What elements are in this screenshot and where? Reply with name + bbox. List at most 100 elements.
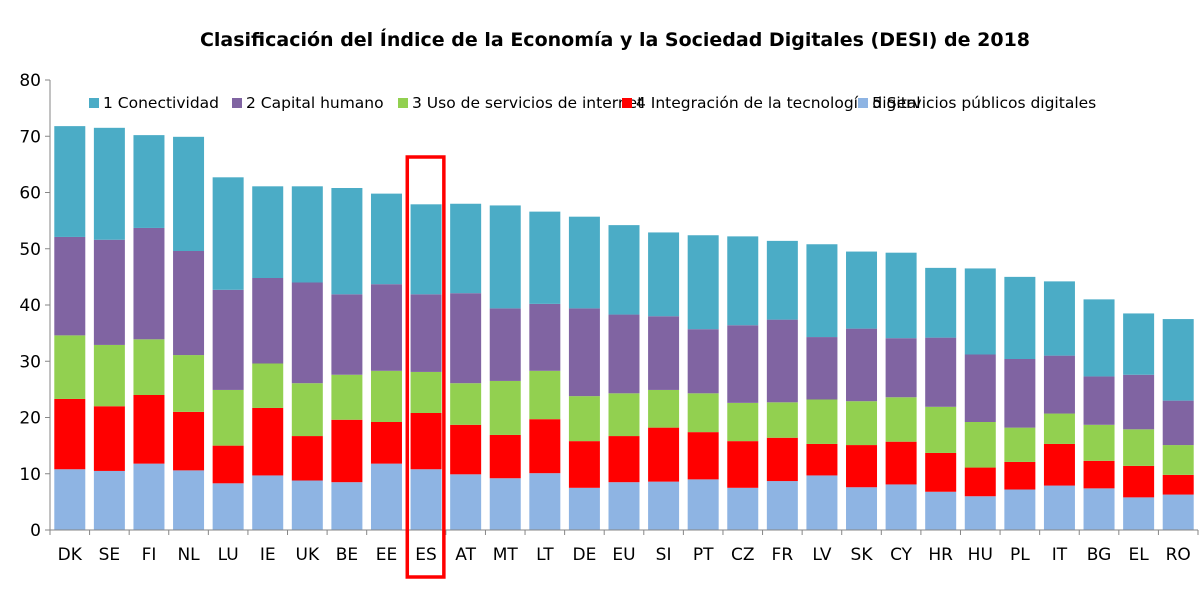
bar-segment xyxy=(212,389,244,446)
bar-segment xyxy=(568,441,600,488)
x-tick-label: HU xyxy=(968,545,993,565)
bar-segment xyxy=(331,482,363,530)
bar-segment xyxy=(1004,276,1036,359)
bar-segment xyxy=(846,251,878,329)
bar-segment xyxy=(93,470,125,530)
bar-segment xyxy=(766,481,798,530)
bar-segment xyxy=(806,399,838,444)
bar-segment xyxy=(727,325,759,403)
bar-segment xyxy=(964,467,996,497)
bar-segment xyxy=(370,193,402,285)
bar-segment xyxy=(489,478,521,530)
bar-segment xyxy=(370,284,402,371)
bar-segment xyxy=(1162,319,1194,401)
bar-segment xyxy=(291,383,323,437)
bar-segment xyxy=(1004,359,1036,428)
bar-segment xyxy=(687,432,719,480)
bar-segment xyxy=(133,135,165,228)
bar-segment xyxy=(173,251,205,356)
highlight-box xyxy=(405,155,446,579)
y-tick-label: 20 xyxy=(19,409,41,429)
bar-segment xyxy=(608,393,640,437)
bar-segment xyxy=(766,402,798,438)
legend-swatch xyxy=(858,98,868,108)
legend-swatch xyxy=(89,98,99,108)
bar-segment xyxy=(1083,376,1115,425)
bar-segment xyxy=(489,308,521,381)
x-tick-label: FR xyxy=(772,545,794,565)
bar-segment xyxy=(133,339,165,395)
bar-segment xyxy=(212,289,244,390)
bar-segment xyxy=(489,380,521,435)
bar-segment xyxy=(331,294,363,375)
bar-segment xyxy=(925,491,957,530)
bar-segment xyxy=(450,203,482,294)
highlight xyxy=(405,155,446,579)
bar-segment xyxy=(687,479,719,530)
bar-segment xyxy=(806,475,838,530)
bar-segment xyxy=(648,316,680,390)
y-tick-label: 0 xyxy=(30,521,41,541)
bar-segment xyxy=(252,278,284,364)
bar-segment xyxy=(964,496,996,530)
bar-segment xyxy=(568,396,600,442)
x-tick-label: BG xyxy=(1087,545,1112,565)
bar-segment xyxy=(410,413,442,470)
bar-segment xyxy=(54,126,86,237)
bar-segment xyxy=(1162,445,1194,475)
bar-segment xyxy=(370,370,402,422)
bar-segment xyxy=(212,483,244,530)
bar-segment xyxy=(648,427,680,482)
legend-swatch xyxy=(232,98,242,108)
bar-segment xyxy=(964,268,996,355)
legend: 1 Conectividad 2 Capital humano 3 Uso de s… xyxy=(89,94,1096,112)
bar-segment xyxy=(1123,429,1155,466)
bar-segment xyxy=(489,205,521,309)
x-tick-label: DK xyxy=(58,545,83,565)
bar-segment xyxy=(252,407,284,476)
bar-segment xyxy=(766,319,798,403)
bar-segment xyxy=(450,293,482,384)
x-tick-label: UK xyxy=(296,545,320,565)
bar-segment xyxy=(370,463,402,530)
bar-segment xyxy=(885,441,917,485)
bar-segment xyxy=(1043,355,1075,414)
bar-segment xyxy=(1043,443,1075,486)
bar-segment xyxy=(133,463,165,530)
bar-segment xyxy=(1123,497,1155,530)
x-tick-label: EU xyxy=(612,545,635,565)
bar-segment xyxy=(608,482,640,530)
bar-segment xyxy=(93,344,125,407)
bar-segment xyxy=(964,422,996,468)
bar-segment xyxy=(885,484,917,530)
x-tick-label: ES xyxy=(415,545,437,565)
bar-segment xyxy=(173,411,205,471)
bar-segment xyxy=(173,355,205,412)
x-tick-label: DE xyxy=(572,545,596,565)
bar-segment xyxy=(608,225,640,315)
x-tick-label: FI xyxy=(142,545,157,565)
bar-segment xyxy=(806,337,838,400)
x-tick-label: PT xyxy=(693,545,714,565)
x-tick-label: AT xyxy=(455,545,476,565)
legend-label: 5 Servicios públicos digitales xyxy=(872,94,1096,112)
y-axis: 0 10 20 30 40 50 60 70 80 xyxy=(19,71,51,541)
bar-segment xyxy=(173,136,205,251)
bar-segment xyxy=(687,393,719,433)
x-tick-label: LV xyxy=(812,545,832,565)
bar-segment xyxy=(410,371,442,413)
bar-segment xyxy=(1123,465,1155,498)
bar-segment xyxy=(54,236,86,336)
bar-segment xyxy=(727,402,759,442)
bar-segment xyxy=(648,481,680,530)
bar-segment xyxy=(727,441,759,488)
bar-segment xyxy=(529,419,561,474)
y-tick-label: 60 xyxy=(19,184,41,204)
bar-segment xyxy=(133,395,165,464)
bar-segment xyxy=(450,383,482,425)
bar-segment xyxy=(925,267,957,338)
bar-segment xyxy=(331,188,363,295)
bar-segment xyxy=(93,406,125,471)
legend-label: 4 Integración de la tecnología digital xyxy=(636,94,921,112)
